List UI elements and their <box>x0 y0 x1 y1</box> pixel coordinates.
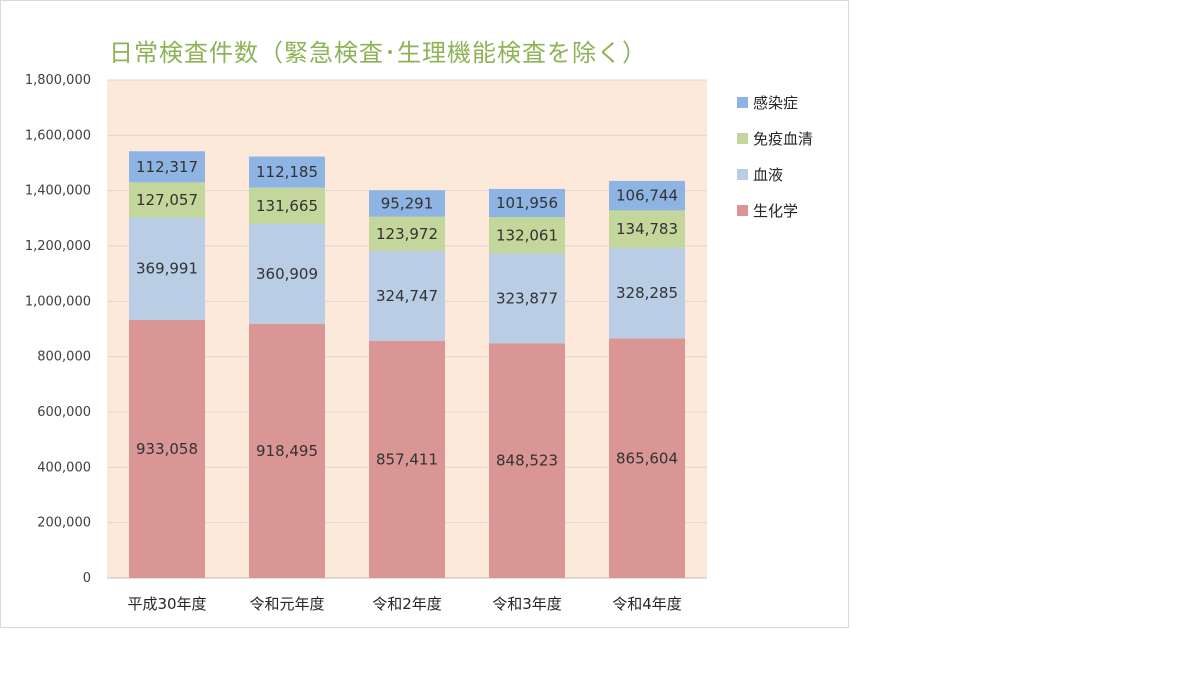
x-tick-label: 平成30年度 <box>127 595 206 613</box>
bar-segment <box>129 217 205 320</box>
bar-segment <box>249 224 325 324</box>
legend-swatch <box>737 97 748 108</box>
bar-segment <box>129 151 205 183</box>
y-tick-label: 0 <box>83 571 91 586</box>
data-label: 324,747 <box>376 287 438 305</box>
data-label: 857,411 <box>376 450 438 468</box>
bar-segment <box>489 217 565 254</box>
legend-label: 免疫血清 <box>753 130 813 148</box>
x-tick-label: 令和元年度 <box>249 595 324 613</box>
data-label: 865,604 <box>616 449 678 467</box>
data-label: 323,877 <box>496 289 558 307</box>
data-label: 123,972 <box>376 225 438 243</box>
data-label: 848,523 <box>496 452 558 470</box>
legend-label: 感染症 <box>753 94 798 112</box>
legend-swatch <box>737 169 748 180</box>
data-label: 933,058 <box>136 440 198 458</box>
bar-segment <box>609 180 685 211</box>
data-label: 101,956 <box>496 194 558 212</box>
bar-segment <box>489 188 565 218</box>
legend-swatch <box>737 205 748 216</box>
data-label: 95,291 <box>381 194 434 212</box>
chart-title: 日常検査件数（緊急検査･生理機能検査を除く） <box>109 39 647 67</box>
y-tick-label: 1,600,000 <box>25 128 91 143</box>
x-tick-label: 令和4年度 <box>612 595 682 613</box>
bar-segment <box>129 319 205 578</box>
data-label: 131,665 <box>256 197 318 215</box>
legend-label: 血液 <box>753 166 783 184</box>
chart-svg: 0 200,000 400,000 600,000 800,000 1,000,000 1,… <box>25 73 813 613</box>
y-tick-label: 1,000,000 <box>25 294 91 309</box>
x-tick-label: 令和2年度 <box>372 595 442 613</box>
bar-segment <box>369 250 445 341</box>
data-label: 106,744 <box>616 187 678 205</box>
data-label: 369,991 <box>136 260 198 278</box>
y-tick-label: 1,200,000 <box>25 239 91 254</box>
y-tick-label: 1,800,000 <box>25 73 91 88</box>
bar-segment <box>489 253 565 344</box>
bar-segment <box>369 216 445 251</box>
data-label: 134,783 <box>616 220 678 238</box>
x-tick-label: 令和3年度 <box>492 595 562 613</box>
bar-segment <box>249 323 325 578</box>
data-label: 127,057 <box>136 191 198 209</box>
y-tick-label: 800,000 <box>37 350 91 365</box>
data-label: 328,285 <box>616 284 678 302</box>
bar-segment <box>609 210 685 248</box>
data-label: 112,317 <box>136 158 198 176</box>
legend-label: 生化学 <box>753 202 798 220</box>
bar-segment <box>129 182 205 218</box>
bar-segment <box>609 247 685 339</box>
data-label: 918,495 <box>256 442 318 460</box>
bar-segment <box>609 338 685 578</box>
bar-segment <box>249 187 325 225</box>
data-label: 360,909 <box>256 265 318 283</box>
y-tick-label: 600,000 <box>37 405 91 420</box>
bar-segment <box>369 190 445 217</box>
bar-segment <box>249 156 325 188</box>
data-label: 112,185 <box>256 163 318 181</box>
bar-segment <box>369 340 445 578</box>
y-tick-label: 400,000 <box>37 460 91 475</box>
bar-segment <box>489 343 565 578</box>
legend-swatch <box>737 133 748 144</box>
data-label: 132,061 <box>496 226 558 244</box>
y-tick-label: 1,400,000 <box>25 184 91 199</box>
y-tick-label: 200,000 <box>37 516 91 531</box>
